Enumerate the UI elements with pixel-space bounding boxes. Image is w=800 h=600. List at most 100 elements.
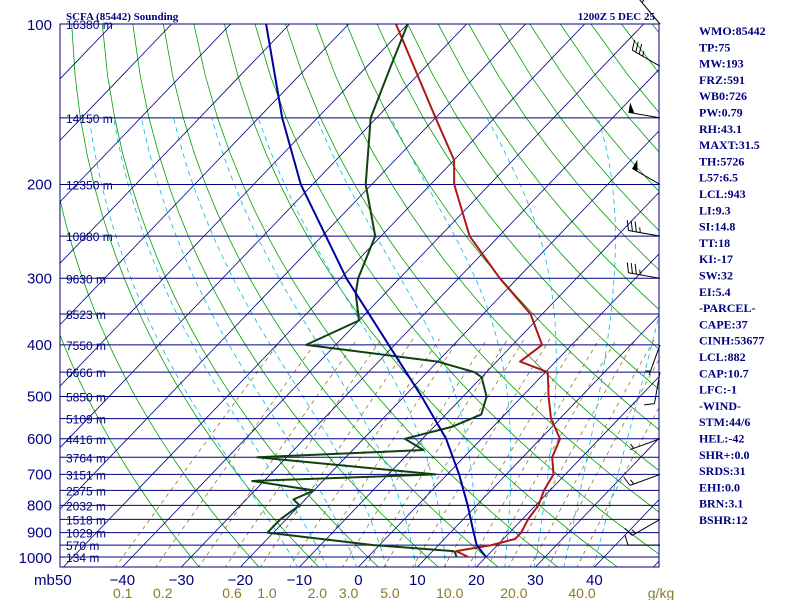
wind-barb-pennant xyxy=(628,102,635,114)
wind-barb-flag xyxy=(626,262,629,273)
wind-barb-flag xyxy=(624,534,629,546)
dry-adiabat-line xyxy=(315,24,659,472)
pressure-tick-label: 700 xyxy=(27,466,52,483)
mixing-ratio-line xyxy=(259,338,414,567)
stability-index-item: EI:5.4 xyxy=(699,285,731,299)
mixing-ratio-label: 0.1 xyxy=(113,585,133,600)
wind-barb-flag xyxy=(623,476,631,486)
mixing-ratio-line xyxy=(547,358,659,567)
dry-adiabat-line xyxy=(132,24,439,567)
dry-adiabat-line xyxy=(285,24,659,513)
height-label: 10880 m xyxy=(66,230,113,244)
isotherm-line xyxy=(0,24,54,567)
dry-adiabat-line xyxy=(744,24,800,568)
wind-barb xyxy=(624,518,661,536)
height-label: 12350 m xyxy=(66,178,113,192)
background-grid xyxy=(0,24,800,568)
moist-adiabat-line xyxy=(390,117,512,567)
dry-adiabat-line xyxy=(193,24,559,567)
dry-adiabat-line xyxy=(529,24,659,192)
wind-barb-half-flag xyxy=(641,0,645,3)
wind-barb-flag xyxy=(624,527,633,536)
wind-barb xyxy=(624,534,660,546)
pressure-tick-label: 1000 xyxy=(19,550,52,567)
isotherm-line xyxy=(60,24,467,449)
isotherm-line xyxy=(60,24,172,141)
stability-index-item: -PARCEL- xyxy=(699,301,755,315)
stability-index-item: KI:-17 xyxy=(699,252,733,266)
wind-barb-staff xyxy=(639,0,661,25)
height-label: 16380 m xyxy=(66,18,113,32)
mixing-ratio-line xyxy=(289,338,440,567)
dry-adiabat-line xyxy=(224,24,619,567)
isotherm-line xyxy=(240,130,659,567)
chart-time: 1200Z 5 DEC 25 xyxy=(578,11,656,23)
mixing-ratio-label: 0.2 xyxy=(153,585,173,600)
height-label: 570 m xyxy=(66,539,99,553)
moist-adiabat-line xyxy=(593,313,659,567)
wind-barb xyxy=(628,102,661,119)
sounding-traces xyxy=(251,24,561,558)
wind-barb-flag xyxy=(635,41,639,53)
temperature-tick-label: 10 xyxy=(409,572,426,589)
wind-barb xyxy=(629,438,661,451)
wind-barb-staff xyxy=(629,473,661,486)
isotherm-line xyxy=(60,24,526,510)
mixing-ratio-line xyxy=(115,338,282,567)
dry-adiabat-line xyxy=(376,24,659,390)
isotherm-line xyxy=(60,24,349,326)
mixing-ratio-line xyxy=(224,338,382,567)
stability-index-item: -WIND- xyxy=(699,399,741,413)
wind-barb-staff xyxy=(628,230,661,237)
stability-index-item: SRDS:31 xyxy=(699,464,746,478)
temperature-tick-label: −10 xyxy=(287,572,312,589)
height-label: 2575 m xyxy=(66,484,106,498)
isotherm-line xyxy=(535,437,659,567)
stability-index-item: RH:43.1 xyxy=(699,122,742,136)
wind-barbs xyxy=(623,0,661,546)
isotherm-line xyxy=(181,68,659,567)
stability-index-item: TH:5726 xyxy=(699,154,744,168)
height-label: 1518 m xyxy=(66,513,106,527)
mixing-ratio-line xyxy=(155,338,319,567)
dewpoint-trace xyxy=(251,24,488,558)
height-label: 5850 m xyxy=(66,391,106,405)
height-label: 1029 m xyxy=(66,527,106,541)
isotherm-line xyxy=(122,24,644,567)
wind-barb xyxy=(623,473,661,486)
dry-adiabat-line xyxy=(559,24,659,153)
temperature-tick-label: 40 xyxy=(586,572,603,589)
dry-adiabat-line xyxy=(437,24,659,310)
mixing-ratio-line xyxy=(443,338,579,567)
wind-barb-half-flag xyxy=(642,51,645,57)
stability-index-item: LFC:-1 xyxy=(699,383,737,397)
wind-barb xyxy=(639,0,661,25)
wind-barb-half-flag xyxy=(631,529,637,534)
stability-index-item: CAPE:37 xyxy=(699,317,748,331)
height-label: 3764 m xyxy=(66,451,106,465)
stability-index-item: TT:18 xyxy=(699,236,730,250)
wind-barb xyxy=(644,372,661,406)
isotherm-line xyxy=(60,24,290,264)
isotherm-line xyxy=(476,376,659,567)
dry-adiabat-line xyxy=(407,24,659,350)
mixing-ratio-line xyxy=(576,406,659,567)
height-label: 6666 m xyxy=(66,366,106,380)
stability-index-item: WB0:726 xyxy=(699,89,747,103)
plot-frame xyxy=(59,23,660,568)
stability-index-item: LCL:882 xyxy=(699,350,746,364)
height-label: 9630 m xyxy=(66,272,106,286)
mixing-ratio-label: 3.0 xyxy=(339,585,359,600)
isotherm-line xyxy=(358,253,659,567)
stability-index-item: EHI:0.0 xyxy=(699,480,740,494)
dry-adiabat-line xyxy=(590,24,659,114)
stability-index-item: BRN:3.1 xyxy=(699,497,743,511)
dry-adiabat-line xyxy=(101,24,380,567)
mixing-ratio-line xyxy=(383,338,525,567)
pressure-tick-label: 200 xyxy=(27,176,52,193)
height-label: 7550 m xyxy=(66,339,106,353)
pressure-tick-label: 400 xyxy=(27,337,52,354)
stability-index-item: L57:6.5 xyxy=(699,171,738,185)
temperature-tick-label: 0 xyxy=(354,572,362,589)
